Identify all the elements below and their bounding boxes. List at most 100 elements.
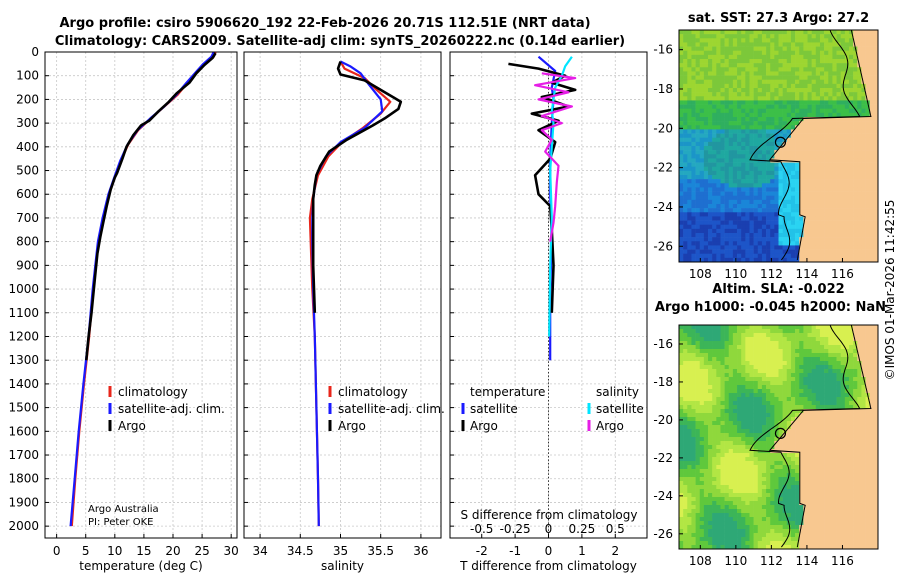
map-cell <box>819 38 825 43</box>
map-cell <box>782 237 788 242</box>
map-cell <box>774 401 779 406</box>
map-cell <box>720 345 725 350</box>
map-cell <box>778 224 783 230</box>
map-cell <box>745 71 750 76</box>
map-cell <box>732 216 738 221</box>
map-cell <box>861 385 866 390</box>
map-cell <box>778 100 783 105</box>
map-cell <box>840 88 846 93</box>
map-cell <box>799 461 804 466</box>
map-cell <box>757 381 763 386</box>
map-cell <box>807 381 812 386</box>
map-cell <box>724 191 730 197</box>
map-cell <box>753 50 759 56</box>
map-cell <box>799 333 804 338</box>
map-cell <box>766 241 771 246</box>
map-cell <box>836 421 841 426</box>
map-cell <box>728 381 734 386</box>
map-cell <box>716 150 721 155</box>
map-cell <box>712 233 717 238</box>
map-cell <box>741 125 746 130</box>
map-cell <box>708 381 713 386</box>
map-cell <box>828 71 833 76</box>
map-cell <box>832 437 837 442</box>
map-cell <box>716 441 721 446</box>
map-cell <box>737 421 742 426</box>
map-cell <box>732 437 738 442</box>
map-cell <box>828 357 833 362</box>
map-cell <box>712 445 717 450</box>
map-cell <box>683 34 688 39</box>
map-cell <box>716 405 721 410</box>
map-cell <box>824 224 829 230</box>
map-cell <box>840 481 846 486</box>
map-cell <box>766 108 771 114</box>
map-cell <box>873 166 879 172</box>
map-cell <box>853 38 858 43</box>
map-cell <box>828 63 833 68</box>
map-cell <box>778 141 783 147</box>
map-cell <box>778 179 783 184</box>
map-cell <box>712 449 717 454</box>
map-cell <box>716 417 721 422</box>
map-cell <box>795 397 800 402</box>
map-cell <box>803 253 808 259</box>
map-cells <box>679 30 879 263</box>
map-cell <box>732 150 738 155</box>
map-cell <box>795 449 800 454</box>
map-cell <box>853 433 858 438</box>
map-cell <box>745 357 750 362</box>
map-cell <box>840 125 846 130</box>
map-cell <box>840 449 846 454</box>
map-cell <box>790 325 796 330</box>
map-cell <box>691 493 696 498</box>
map-cell <box>786 96 792 101</box>
map-cell <box>799 477 804 482</box>
map-cell <box>699 481 705 486</box>
map-cell <box>745 485 750 490</box>
map-cell <box>757 337 763 342</box>
map-cell <box>782 353 788 358</box>
map-cell <box>815 349 821 354</box>
map-cell <box>824 369 829 374</box>
map-cell <box>786 112 792 118</box>
map-cell <box>741 175 746 180</box>
map-cell <box>753 441 759 446</box>
map-cell <box>861 457 866 462</box>
map-cell <box>749 75 754 81</box>
map-cell <box>824 457 829 462</box>
map-cell <box>753 204 759 209</box>
map-cell <box>720 216 725 221</box>
map-cell <box>745 333 750 338</box>
map-cell <box>699 54 705 60</box>
map-cell <box>687 46 692 52</box>
map-cell <box>691 465 696 470</box>
map-cell <box>807 162 812 168</box>
map-cell <box>687 325 692 330</box>
map-cell <box>708 216 713 221</box>
map-cell <box>728 345 734 350</box>
map-cell <box>699 329 705 334</box>
map-cell <box>757 325 763 330</box>
map-cell <box>857 150 862 155</box>
map-cell <box>774 54 779 60</box>
map-cell <box>873 141 879 147</box>
map-cell <box>803 369 808 374</box>
map-cell <box>683 212 688 217</box>
map-cell <box>824 233 829 238</box>
map-cell <box>861 349 866 354</box>
map-cell <box>799 125 804 130</box>
map-cell <box>708 413 713 418</box>
map-cell <box>848 187 854 192</box>
map-cell <box>708 50 713 56</box>
map-cell <box>737 195 742 201</box>
map-cell <box>778 137 783 143</box>
map-cell <box>708 38 713 43</box>
map-cell <box>757 125 763 130</box>
map-cell <box>766 385 771 390</box>
map-cell <box>778 381 783 386</box>
map-cell <box>815 108 821 114</box>
map-cell <box>828 485 833 490</box>
map-cell <box>699 224 705 230</box>
map-cell <box>795 125 800 130</box>
